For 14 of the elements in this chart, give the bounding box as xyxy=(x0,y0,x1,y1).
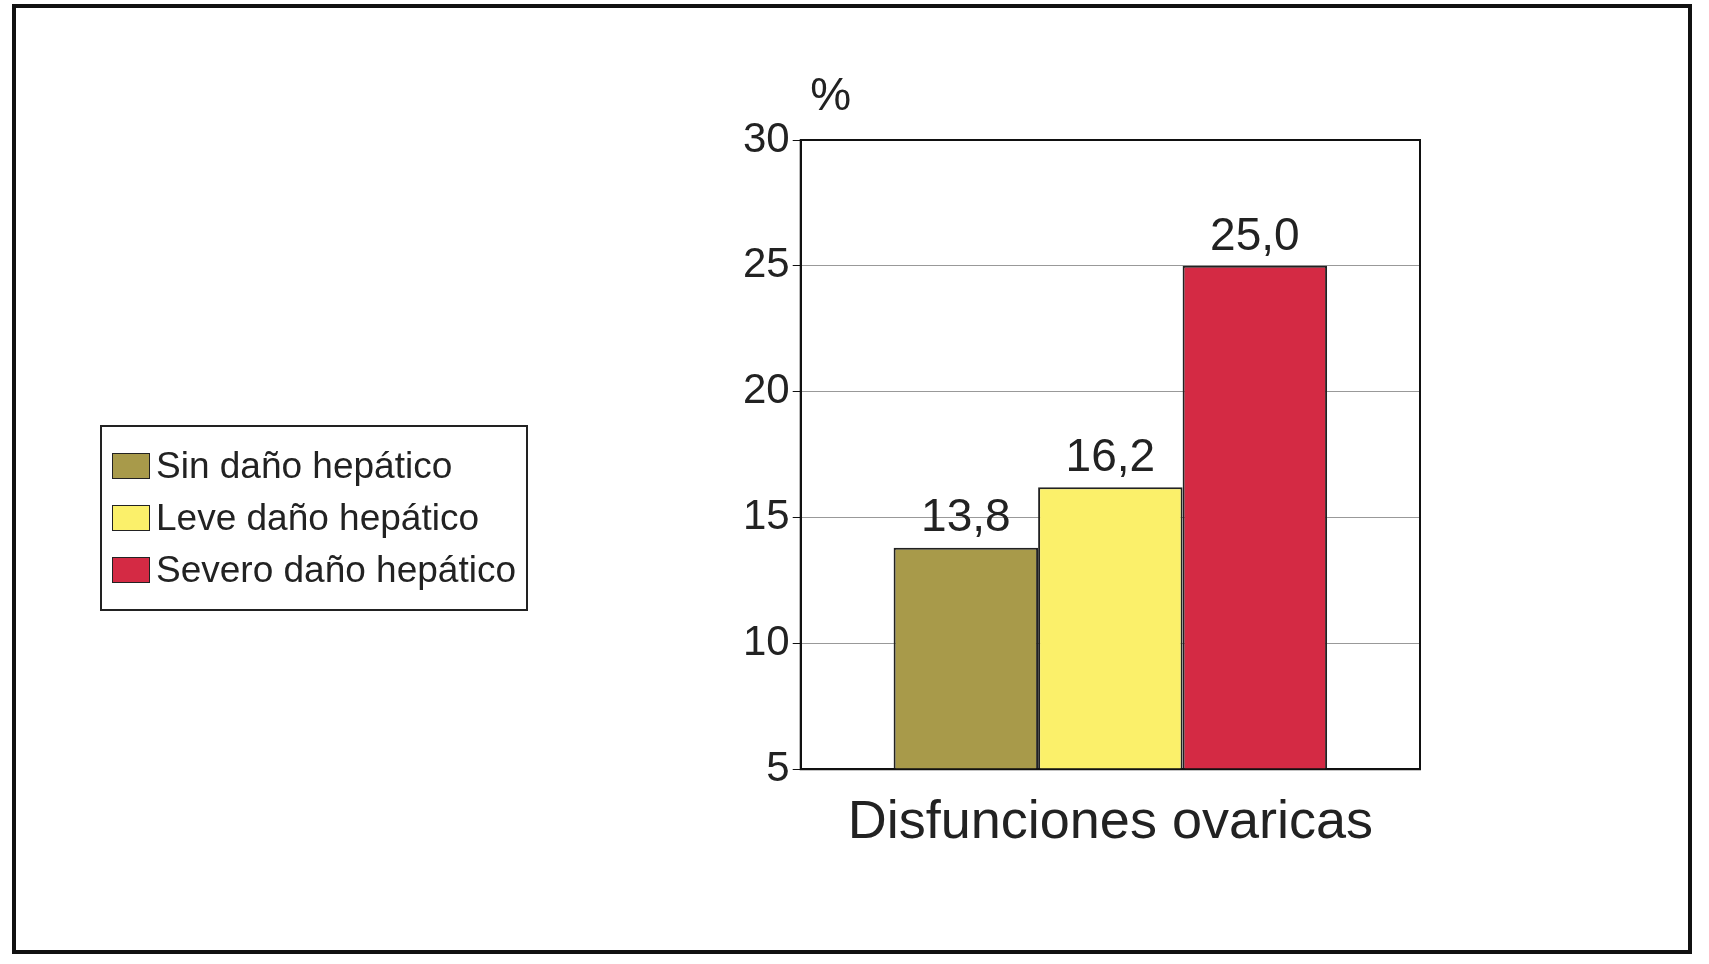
y-tick-label: 30 xyxy=(743,113,790,161)
y-tick-label: 15 xyxy=(743,491,790,539)
data-label: 25,0 xyxy=(1210,207,1300,260)
y-axis-title: % xyxy=(810,67,852,120)
y-tick-label: 25 xyxy=(743,239,790,287)
y-tick-label: 5 xyxy=(766,742,790,790)
legend-label: Severo daño hepático xyxy=(156,549,516,591)
data-label: 16,2 xyxy=(1065,429,1156,482)
legend-label: Sin daño hepático xyxy=(156,445,453,487)
x-tick-label: Disfunciones ovaricas xyxy=(847,789,1373,850)
y-tick-label: 20 xyxy=(743,365,790,413)
data-label: 13,8 xyxy=(921,489,1011,542)
y-tick-label: 10 xyxy=(743,616,790,664)
legend-label: Leve daño hepático xyxy=(156,497,479,539)
